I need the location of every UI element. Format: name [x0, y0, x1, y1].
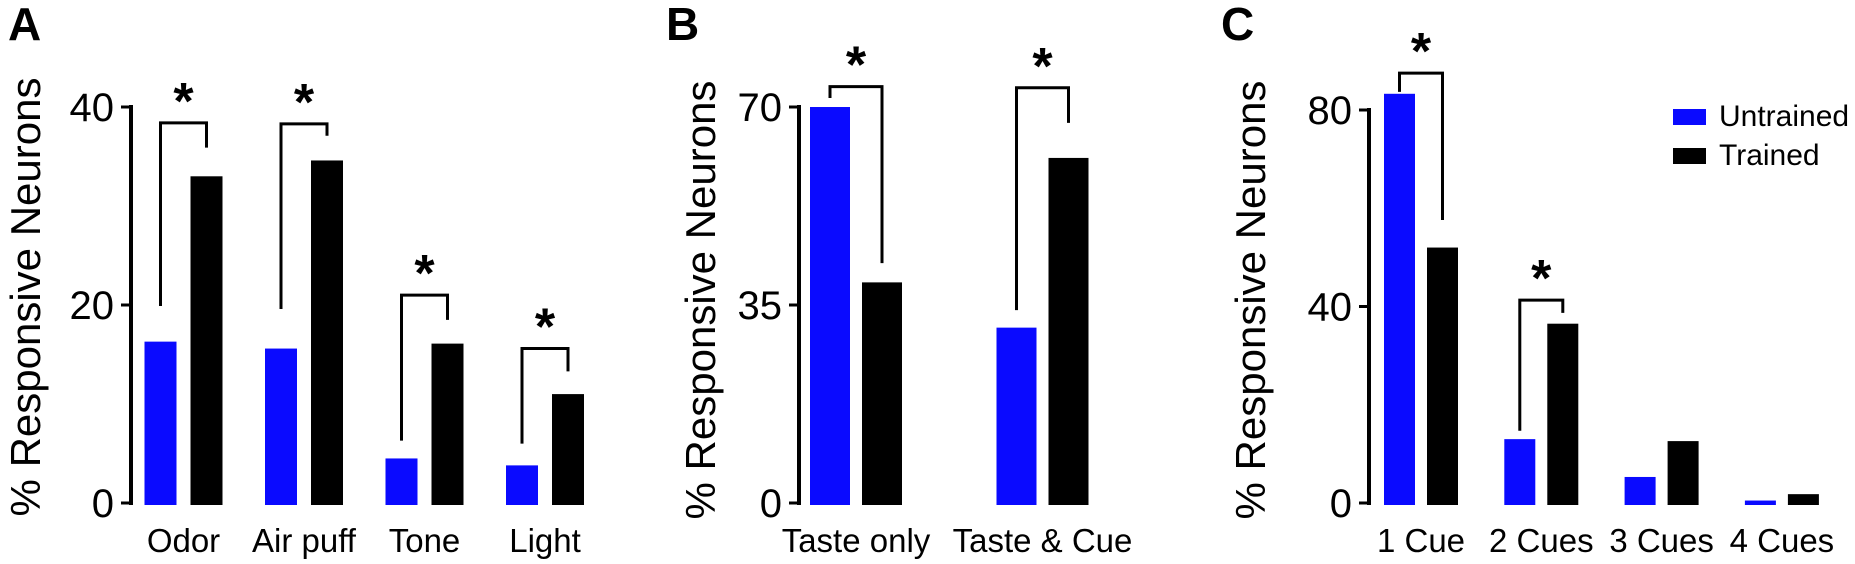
- bar-trained-1-cue: [1427, 247, 1458, 506]
- panel-letter-c: C: [1221, 0, 1255, 50]
- bar-trained-2-cues: [1547, 323, 1579, 505]
- bar-untrained-1-cue: [1384, 93, 1415, 505]
- panel-b: % Responsive Neurons 0 35 70 Taste only Taste…: [677, 37, 1132, 559]
- sig-bracket-light: [520, 347, 570, 444]
- category-label-taste-cue: Taste & Cue: [953, 522, 1133, 559]
- sig-asterisk-light: *: [535, 299, 556, 357]
- category-label-3-cues: 3 Cues: [1609, 522, 1714, 559]
- panel-c: % Responsive Neurons 0 40 80 1 Cue 2 Cues 3 Cu…: [1227, 23, 1834, 559]
- bar-untrained-air-puff: [265, 348, 297, 505]
- sig-bracket-taste-cue: [1015, 86, 1070, 311]
- category-label-2-cues: 2 Cues: [1489, 522, 1594, 559]
- category-label-odor: Odor: [147, 522, 220, 559]
- y-tick-label-80: 80: [1308, 89, 1353, 133]
- category-label-4-cues: 4 Cues: [1730, 522, 1835, 559]
- sig-bracket-odor: [159, 121, 208, 306]
- y-axis-label: % Responsive Neurons: [2, 78, 49, 517]
- category-label-1-cue: 1 Cue: [1377, 522, 1465, 559]
- bar-untrained-tone: [385, 458, 418, 505]
- legend: Untrained Trained: [1673, 101, 1849, 179]
- trained-swatch-icon: [1673, 148, 1706, 164]
- y-tick-label-40: 40: [1308, 286, 1353, 330]
- sig-asterisk-tone: *: [414, 245, 435, 303]
- bar-trained-4-cues: [1787, 494, 1819, 505]
- legend-label-untrained: Untrained: [1719, 100, 1850, 133]
- panel-letter-b: B: [666, 0, 700, 50]
- legend-item-trained: Trained: [1673, 140, 1849, 172]
- sig-asterisk-2-cues: *: [1531, 250, 1552, 308]
- sig-bracket-2-cues: [1518, 298, 1565, 431]
- y-tick-label-20: 20: [70, 284, 115, 328]
- sig-bracket-1-cue: [1398, 71, 1444, 221]
- bar-untrained-taste-only: [810, 107, 850, 505]
- y-tick-label-0: 0: [760, 482, 782, 526]
- bar-trained-odor: [190, 176, 223, 506]
- sig-asterisk-1-cue: *: [1411, 23, 1432, 81]
- bar-trained-air-puff: [311, 160, 343, 505]
- y-tick-label-35: 35: [738, 284, 783, 328]
- y-tick-label-0: 0: [1330, 482, 1352, 526]
- bar-trained-tone: [431, 343, 464, 505]
- category-label-air-puff: Air puff: [252, 522, 357, 559]
- bar-trained-3-cues: [1667, 441, 1699, 505]
- y-tick-label-40: 40: [70, 86, 115, 130]
- bar-trained-taste-only: [862, 282, 902, 505]
- category-label-light: Light: [509, 522, 581, 559]
- panel-a: % Responsive Neurons 0 20 40 Odor Air puff Ton…: [2, 73, 584, 559]
- sig-asterisk-taste-only: *: [846, 37, 867, 95]
- bar-untrained-light: [506, 465, 538, 505]
- y-tick-label-70: 70: [738, 86, 783, 130]
- y-tick-label-0: 0: [92, 482, 114, 526]
- bar-untrained-2-cues: [1504, 439, 1536, 505]
- category-label-taste-only: Taste only: [782, 522, 931, 559]
- sig-asterisk-taste-cue: *: [1032, 38, 1053, 96]
- legend-label-trained: Trained: [1719, 139, 1820, 172]
- sig-asterisk-air-puff: *: [294, 74, 315, 132]
- sig-bracket-air-puff: [279, 122, 329, 309]
- bar-trained-taste-cue: [1048, 157, 1089, 505]
- sig-bracket-taste-only: [828, 85, 884, 264]
- bar-untrained-4-cues: [1744, 500, 1776, 505]
- bar-trained-light: [552, 394, 584, 505]
- sig-asterisk-odor: *: [173, 73, 194, 131]
- y-axis-label: % Responsive Neurons: [677, 81, 724, 520]
- bar-untrained-3-cues: [1624, 476, 1656, 505]
- untrained-swatch-icon: [1673, 109, 1706, 125]
- legend-item-untrained: Untrained: [1673, 101, 1849, 133]
- bar-untrained-odor: [144, 341, 177, 505]
- category-label-tone: Tone: [389, 522, 461, 559]
- sig-bracket-tone: [400, 293, 449, 441]
- bar-untrained-taste-cue: [996, 327, 1037, 505]
- panel-letter-a: A: [8, 0, 42, 50]
- y-axis-label: % Responsive Neurons: [1227, 81, 1274, 520]
